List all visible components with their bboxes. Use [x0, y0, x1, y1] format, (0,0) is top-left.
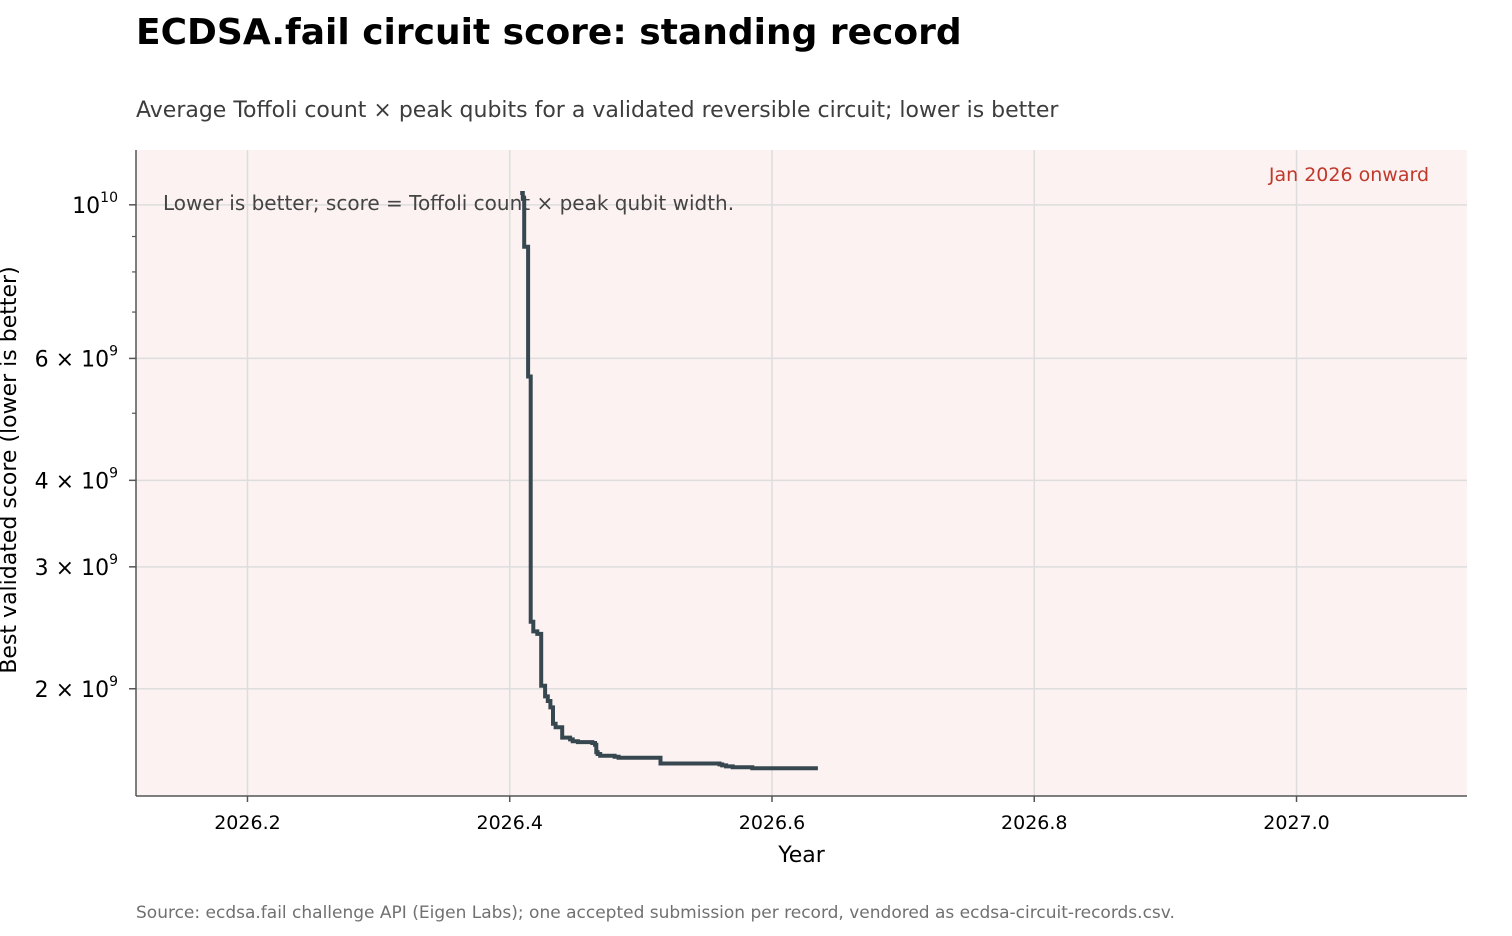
- x-tick-label: 2026.4: [476, 812, 542, 834]
- grid-lines: [136, 150, 1467, 796]
- x-tick-label: 2027.0: [1263, 812, 1329, 834]
- chart-subtitle: Average Toffoli count × peak qubits for …: [136, 98, 1059, 123]
- series-group: [520, 191, 818, 771]
- chart-annotation: Lower is better; score = Toffoli count ×…: [163, 191, 734, 215]
- y-tick-label: 1010: [72, 190, 118, 219]
- y-tick-label: 4 × 109: [35, 465, 118, 494]
- y-ticks: 1010 6 × 109 4 × 109 3 × 109 2 × 109: [35, 190, 136, 703]
- shaded-region-label: Jan 2026 onward: [1268, 164, 1429, 186]
- series-line: [520, 191, 818, 771]
- y-tick-label: 3 × 109: [35, 552, 118, 581]
- x-tick-label: 2026.6: [739, 812, 805, 834]
- x-axis-label: Year: [777, 843, 826, 868]
- shaded-region-band: [136, 150, 1467, 796]
- y-axis-label: Best validated score (lower is better): [0, 266, 22, 673]
- source-note: Source: ecdsa.fail challenge API (Eigen …: [136, 903, 1175, 923]
- y-tick-label: 2 × 109: [35, 674, 118, 703]
- chart-title: ECDSA.fail circuit score: standing recor…: [136, 12, 962, 53]
- y-tick-label: 6 × 109: [35, 343, 118, 372]
- x-tick-label: 2026.2: [214, 812, 280, 834]
- x-tick-label: 2026.8: [1001, 812, 1067, 834]
- x-ticks: 2026.2 2026.4 2026.6 2026.8 2027.0: [214, 796, 1330, 834]
